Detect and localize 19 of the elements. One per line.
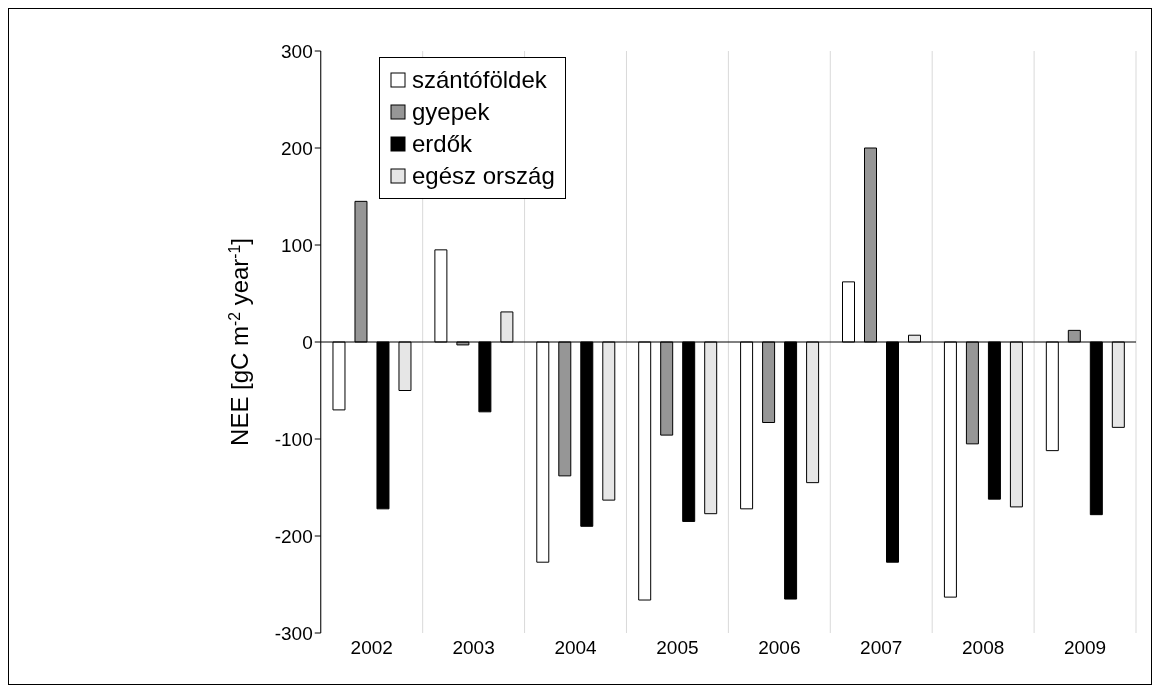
x-tick-label: 2009 bbox=[1063, 637, 1107, 659]
x-tick-label: 2006 bbox=[758, 637, 801, 659]
x-tick-label: 2004 bbox=[554, 637, 598, 659]
y-tick-label: -100 bbox=[274, 428, 313, 450]
legend-label: szántóföldek bbox=[412, 65, 547, 95]
legend-label: egész ország bbox=[412, 161, 555, 191]
legend-label: gyepek bbox=[412, 97, 490, 127]
y-tick-label: 200 bbox=[281, 137, 313, 159]
x-tick-label: 2008 bbox=[962, 637, 1005, 659]
y-tick-label: -200 bbox=[274, 525, 313, 547]
y-tick-label: 0 bbox=[302, 331, 313, 353]
y-tick-label: 300 bbox=[281, 40, 313, 62]
y-tick-label: -300 bbox=[274, 622, 313, 644]
legend-label: erdők bbox=[412, 129, 473, 159]
x-tick-label: 2002 bbox=[350, 637, 393, 659]
x-tick-label: 2005 bbox=[656, 637, 699, 659]
y-tick-label: 100 bbox=[281, 234, 313, 256]
x-tick-label: 2003 bbox=[452, 637, 495, 659]
x-tick-label: 2007 bbox=[860, 637, 903, 659]
